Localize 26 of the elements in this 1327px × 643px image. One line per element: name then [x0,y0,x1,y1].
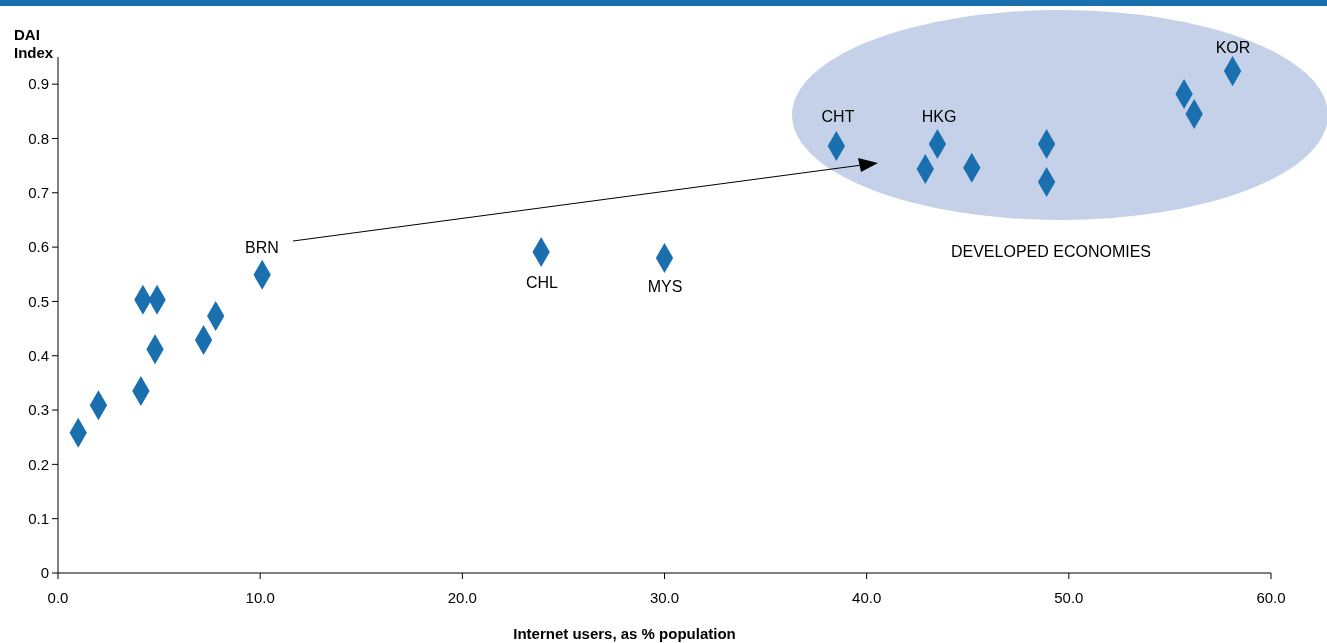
annotation: CHL [525,273,559,291]
y-tick-label: 0.5 [28,292,49,310]
y-tick-label: 0.6 [28,238,49,256]
annotation: BRN [245,238,279,256]
text: KOR [1215,38,1251,56]
y-tick-label: 0.9 [28,75,49,93]
y-tick-label: 0.4 [28,346,49,364]
x-tick-label: 20.0 [447,589,477,606]
y-tick-label: 0.2 [28,455,49,473]
x-tick-label: 0.0 [47,589,69,606]
y-tick-label: 0.3 [28,401,49,419]
x-tick-label: 10.0 [245,589,275,606]
annotation: DEVELOPED ECONOMIES [950,242,1152,260]
x-tick-label: 30.0 [649,589,680,606]
annotation: CHT [821,107,855,125]
y-axis-title: DAI Index [14,26,54,61]
x-tick-label: 40.0 [852,589,882,606]
x-tick-label: 60.0 [1256,589,1286,606]
annotation: HKG [921,107,957,125]
y-tick-label: 0.7 [28,184,49,202]
annotation: MYS [647,277,683,295]
y-tick-label: 0.8 [28,129,49,147]
y-tick-label: 0.1 [28,509,49,527]
y-tick-label: 0 [40,564,49,582]
x-tick-label: 50.0 [1054,589,1084,606]
x-axis-title: Internet users, as % population [513,625,736,642]
